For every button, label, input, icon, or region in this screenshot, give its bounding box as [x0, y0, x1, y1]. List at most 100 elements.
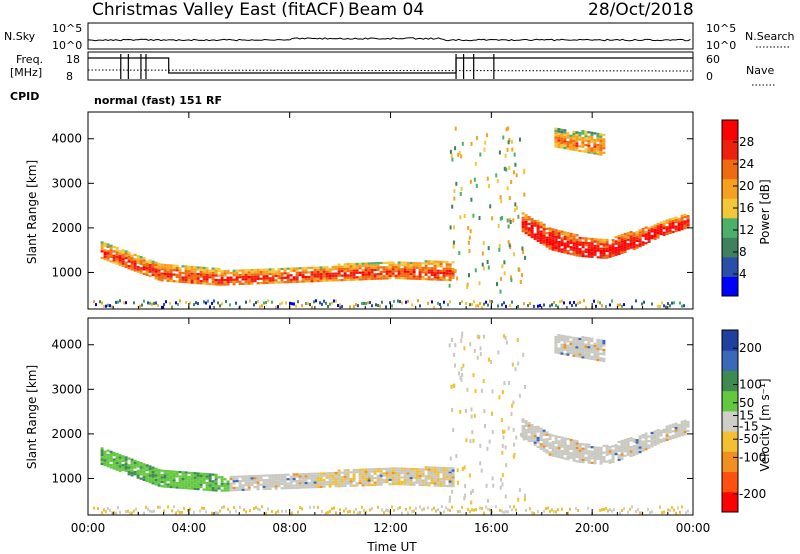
heatmap-cell [268, 476, 272, 479]
heatmap-cell [319, 270, 323, 274]
heatmap-cell [619, 511, 621, 515]
heatmap-cell [349, 271, 353, 275]
heatmap-cell [106, 462, 110, 466]
heatmap-cell [221, 302, 223, 306]
heatmap-cell [590, 346, 594, 349]
heatmap-cell [106, 259, 110, 262]
heatmap-cell [584, 350, 588, 353]
heatmap-cell [136, 266, 140, 269]
heatmap-cell [614, 446, 618, 449]
heatmap-cell [656, 234, 660, 237]
heatmap-cell [394, 274, 398, 277]
heatmap-cell [474, 389, 477, 394]
heatmap-cell [454, 343, 457, 348]
heatmap-cell [289, 267, 293, 270]
heatmap-cell [680, 214, 684, 217]
heatmap-cell [385, 305, 387, 309]
heatmap-cell [608, 450, 612, 453]
heatmap-cell [560, 142, 564, 145]
heatmap-cell [343, 480, 347, 483]
heatmap-cell [491, 216, 494, 221]
heatmap-cell [313, 486, 317, 489]
heatmap-cell [533, 441, 537, 444]
heatmap-cell [184, 276, 188, 279]
heatmap-cell [560, 135, 564, 138]
heatmap-cell [148, 467, 152, 470]
heatmap-cell [459, 191, 462, 196]
heatmap-cell [530, 424, 534, 427]
heatmap-cell [674, 225, 678, 228]
heatmap-cell [373, 472, 377, 475]
heatmap-cell [127, 464, 131, 467]
heatmap-cell [557, 334, 561, 337]
heatmap-cell [629, 507, 631, 511]
heatmap-cell [268, 478, 272, 482]
colorbar-swatch [722, 350, 738, 371]
heatmap-cell [491, 411, 493, 416]
heatmap-cell [421, 277, 425, 281]
heatmap-cell [259, 508, 261, 512]
heatmap-cell [602, 238, 606, 242]
heatmap-cell [575, 149, 579, 152]
heatmap-cell [214, 272, 218, 275]
heatmap-cell [238, 484, 242, 487]
heatmap-cell [388, 272, 392, 275]
heatmap-cell [599, 341, 603, 344]
heatmap-cell [172, 266, 176, 270]
heatmap-cell [406, 275, 410, 278]
heatmap-cell [517, 497, 520, 502]
heatmap-cell [205, 486, 209, 489]
heatmap-cell [187, 487, 191, 490]
heatmap-cell [241, 484, 245, 487]
nsearch-tick-top: 10^5 [706, 22, 736, 35]
heatmap-cell [199, 479, 203, 482]
heatmap-cell [644, 441, 648, 444]
heatmap-cell [421, 271, 425, 274]
heatmap-cell [415, 470, 419, 473]
heatmap-cell [551, 237, 555, 240]
heatmap-cell [121, 258, 125, 261]
heatmap-cell [590, 452, 594, 456]
heatmap-cell [400, 277, 404, 280]
heatmap-cell [560, 350, 564, 353]
heatmap-cell [521, 246, 524, 251]
heatmap-cell [469, 342, 472, 347]
heatmap-cell [172, 264, 176, 267]
heatmap-cell [199, 477, 203, 480]
heatmap-cell [349, 484, 353, 487]
heatmap-cell [524, 385, 526, 389]
heatmap-cell [656, 227, 660, 230]
heatmap-cell [115, 452, 119, 456]
heatmap-cell [328, 279, 332, 282]
heatmap-cell [139, 258, 143, 261]
heatmap-cell [187, 270, 191, 273]
heatmap-cell [584, 135, 588, 138]
heatmap-cell [166, 277, 170, 280]
heatmap-cell [527, 216, 531, 219]
heatmap-cell [569, 301, 571, 305]
heatmap-cell [235, 475, 239, 478]
heatmap-cell [286, 484, 290, 488]
heatmap-cell [554, 138, 558, 141]
heatmap-cell [333, 299, 335, 303]
heatmap-cell [578, 248, 582, 251]
heatmap-cell [453, 196, 456, 201]
heatmap-cell [118, 460, 122, 464]
nsky-tick-top: 10^5 [52, 22, 82, 35]
heatmap-cell [671, 217, 675, 220]
heatmap-cell [112, 259, 116, 262]
heatmap-cell [557, 440, 561, 443]
heatmap-cell [436, 260, 440, 263]
heatmap-cell [124, 456, 128, 459]
heatmap-cell [533, 432, 537, 435]
heatmap-cell [184, 478, 188, 481]
heatmap-cell [590, 240, 594, 243]
heatmap-cell [328, 481, 332, 484]
heatmap-cell [316, 481, 320, 484]
heatmap-cell [361, 477, 365, 480]
heatmap-cell [373, 468, 377, 471]
heatmap-cell [523, 497, 526, 502]
heatmap-cell [352, 480, 356, 483]
heatmap-cell [184, 274, 188, 277]
heatmap-cell [602, 151, 606, 154]
